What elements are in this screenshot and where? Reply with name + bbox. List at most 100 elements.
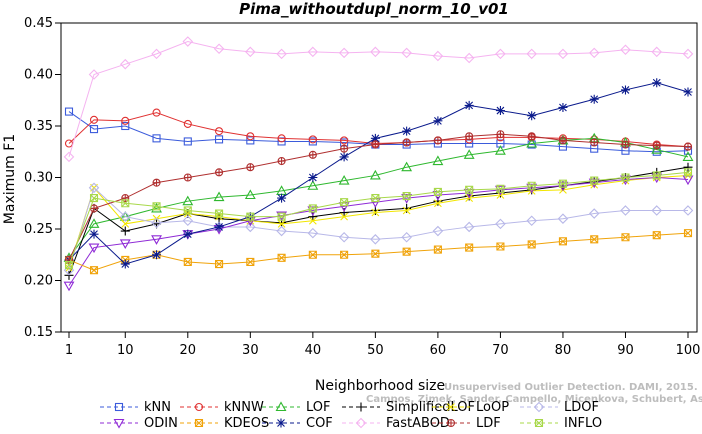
data-point [652,141,661,150]
data-point [152,250,162,260]
data-point [651,46,663,58]
data-point [652,78,662,88]
data-point [183,257,192,267]
data-point [433,136,442,145]
series-odin [63,173,694,292]
legend-marker [275,401,287,412]
data-point [246,132,255,141]
x-tick-label: 70 [492,343,509,358]
data-point [182,195,194,206]
series-line [68,186,688,271]
data-point [526,137,538,148]
data-point [277,193,287,203]
x-tick-label: 20 [180,343,197,358]
data-point [215,209,224,218]
y-tick-label: 0.40 [24,68,53,83]
x-tick-label: 50 [367,343,384,358]
legend-label: LDF [476,416,501,431]
data-point [340,144,349,153]
legend-marker [114,402,124,412]
data-point [120,259,130,269]
data-point [308,137,317,146]
data-point [307,46,319,58]
data-point [183,137,192,146]
data-point [527,132,536,141]
data-point [89,194,99,203]
data-point [401,161,413,172]
data-point [371,208,380,217]
data-point [64,261,74,270]
legend-item-ldf: LDF [432,416,501,431]
data-point [651,205,663,216]
data-point [590,176,599,185]
x-tick-label: 100 [676,343,701,358]
data-point [558,237,567,246]
data-point [63,281,75,292]
legend-item-simplifiedlof: SimplifiedLOF [342,400,475,415]
data-point [308,135,317,144]
data-point [682,175,694,186]
data-point [308,150,317,159]
data-point [340,198,349,207]
data-point [682,151,694,161]
data-point [88,182,100,194]
data-point [463,149,475,159]
legend-item-ldof: LDOF [520,400,599,415]
data-point [557,213,569,224]
legend-marker [355,417,367,429]
data-point [213,191,225,202]
data-point [183,119,192,128]
x-axis-title: Neighborhood size [315,378,445,394]
data-point [338,47,350,59]
data-point [89,229,99,239]
data-point [215,127,224,136]
data-point [119,58,131,70]
legend-label: kNN [144,400,171,415]
data-point [121,116,130,125]
legend-marker [533,401,545,413]
data-point [308,204,317,213]
data-point [338,174,350,185]
data-point [338,231,350,243]
series-line [68,137,689,259]
x-tick-label: 30 [242,343,259,358]
data-point [152,108,161,117]
series-line [68,176,689,286]
series-line [68,82,689,265]
data-point [183,206,192,215]
data-point [88,243,100,254]
data-point [277,134,286,143]
data-point [557,48,569,60]
data-point [402,203,412,213]
data-point [402,126,412,136]
legend-marker [194,402,204,412]
data-point [620,44,631,56]
legend-marker [276,418,286,428]
data-point [182,215,194,227]
y-tick-label: 0.20 [24,274,53,289]
data-point [151,48,162,60]
data-point [246,257,255,267]
data-point [308,250,317,259]
x-axis: 1 10 20 30 40 50 60 70 80 90 100 [65,332,701,358]
data-point [277,212,286,221]
data-point [277,156,286,166]
legend-item-kdeos: KDEOS [180,416,269,431]
data-point [370,46,381,58]
data-point [183,173,192,182]
data-point [63,151,75,163]
legend-label: LOF [306,400,331,415]
data-point [526,215,537,227]
series-kdeos [64,229,693,275]
legend-marker [194,418,204,428]
data-point [527,111,537,121]
data-point [371,194,380,203]
data-point [683,142,693,151]
data-point [401,231,412,243]
data-point [432,155,444,166]
data-point [652,231,661,240]
data-point [432,225,444,237]
data-point [402,191,411,201]
legend-marker [113,418,125,429]
